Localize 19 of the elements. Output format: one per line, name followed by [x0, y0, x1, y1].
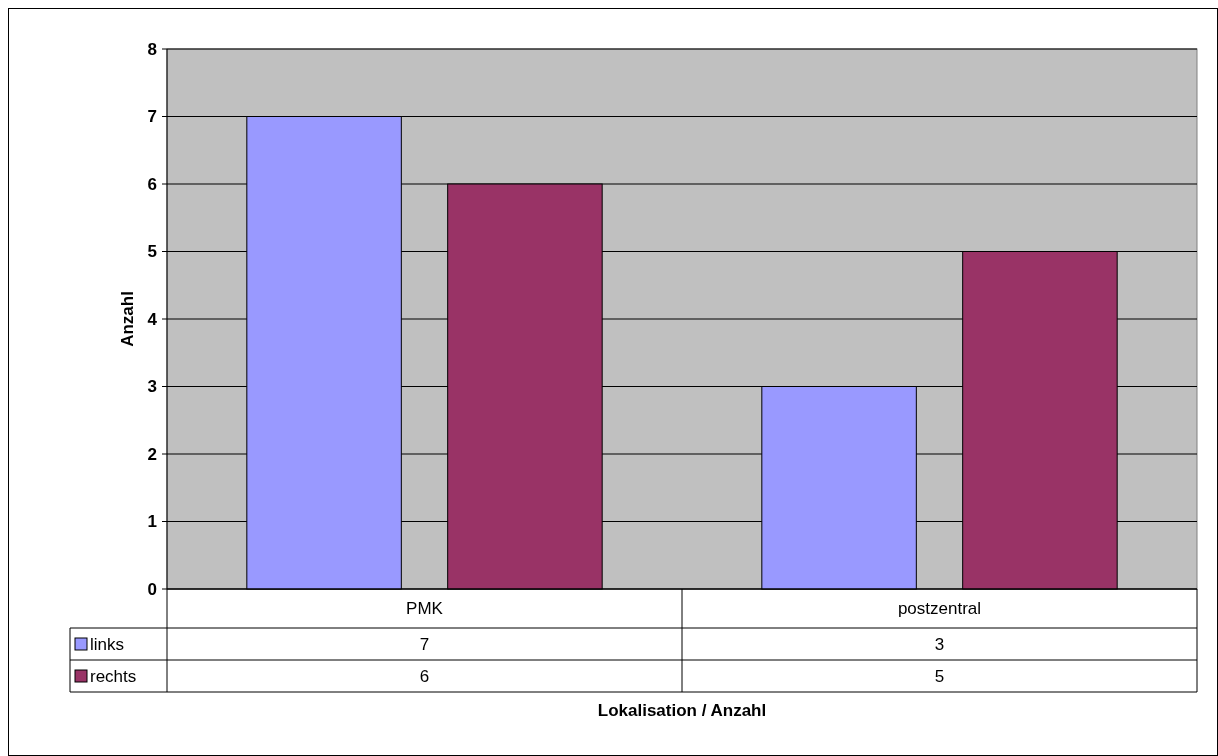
- x-tick-label: PMK: [406, 599, 444, 619]
- y-tick-label: 8: [147, 39, 157, 59]
- y-tick-label: 0: [147, 579, 157, 599]
- data-label: 6: [419, 666, 430, 686]
- x-tick-label: postzentral: [897, 599, 982, 619]
- data-label: 3: [934, 634, 945, 654]
- y-tick-label: 3: [147, 377, 157, 397]
- y-tick-label: 7: [147, 107, 157, 127]
- y-axis-title: Anzahl: [117, 291, 137, 347]
- legend-label: rechts: [90, 666, 137, 686]
- data-label: 7: [419, 634, 430, 654]
- legend-label: links: [90, 634, 125, 654]
- y-tick-label: 5: [147, 242, 157, 262]
- data-label: 5: [934, 666, 945, 686]
- x-axis-title: Lokalisation / Anzahl: [597, 700, 767, 720]
- y-tick-label: 6: [147, 174, 157, 194]
- y-tick-label: 2: [147, 444, 157, 464]
- y-tick-label: 1: [147, 512, 157, 532]
- y-tick-label: 4: [147, 309, 158, 329]
